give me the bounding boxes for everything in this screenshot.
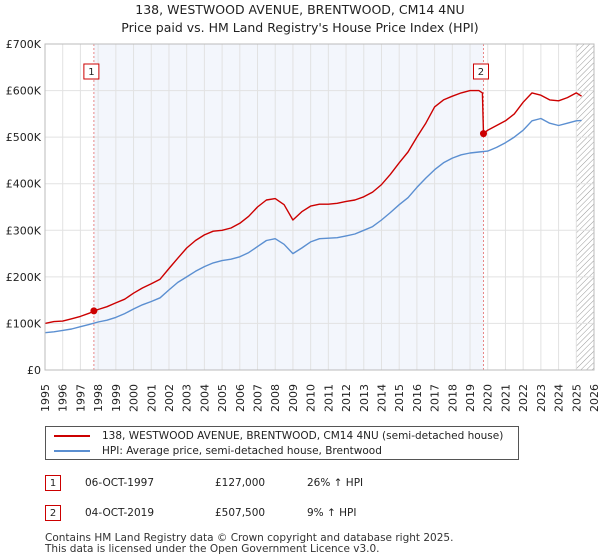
x-tick-label: 1995 [39, 384, 52, 412]
sale-period-shade [93, 44, 484, 370]
price-chart: £0 £100K £200K £300K £400K £500K £600K £700K 199… [6, 38, 600, 412]
property-price-line [44, 89, 582, 325]
x-tick-label: 2026 [588, 384, 600, 412]
x-tick-label: 2024 [553, 384, 566, 412]
x-tick-label: 2001 [145, 384, 158, 412]
forecast-hatch [576, 44, 594, 370]
x-tick-label: 2022 [517, 384, 530, 412]
x-tick-label: 2016 [411, 384, 424, 412]
x-tick-label: 2002 [163, 384, 176, 412]
sale-label-text-1: 1 [88, 67, 94, 78]
sale-row-1: 1 06-OCT-1997 £127,000 26% ↑ HPI [45, 475, 545, 493]
y-tick-label: £200K [6, 271, 42, 284]
x-tick-label: 1996 [57, 384, 70, 412]
x-tick-label: 2004 [198, 384, 211, 412]
plot-border [44, 43, 595, 371]
sale-number-badge: 1 [45, 475, 61, 491]
sale-number-badge: 2 [45, 505, 61, 521]
x-tick-label: 2003 [181, 384, 194, 412]
y-tick-label: £500K [6, 131, 42, 144]
y-tick-label: £400K [6, 178, 42, 191]
x-tick-label: 2017 [429, 384, 442, 412]
hpi-line [44, 117, 582, 334]
y-tick-label: £600K [6, 85, 42, 98]
x-tick-label: 1999 [110, 384, 123, 412]
x-tick-label: 2012 [340, 384, 353, 412]
x-tick-label: 2000 [128, 384, 141, 412]
footer-copyright: Contains HM Land Registry data © Crown c… [45, 532, 454, 544]
x-tick-label: 2020 [482, 384, 495, 412]
x-tick-label: 2006 [234, 384, 247, 412]
legend-swatch-hpi [54, 450, 90, 452]
sale-price: £507,500 [215, 507, 266, 519]
chart-title: 138, WESTWOOD AVENUE, BRENTWOOD, CM14 4N… [135, 2, 465, 17]
legend-item-property: 138, WESTWOOD AVENUE, BRENTWOOD, CM14 4N… [54, 428, 503, 444]
sale-label-box-1 [83, 63, 100, 80]
x-tick-label: 2010 [305, 384, 318, 412]
x-tick-label: 2007 [252, 384, 265, 412]
y-tick-label: £100K [6, 317, 42, 330]
x-tick-label: 2019 [464, 384, 477, 412]
sale-date: 06-OCT-1997 [85, 477, 154, 489]
x-tick-label: 2023 [535, 384, 548, 412]
x-tick-label: 2009 [287, 384, 300, 412]
sale-label-box-2 [472, 63, 489, 80]
x-tick-label: 1997 [74, 384, 87, 412]
x-tick-label: 2013 [358, 384, 371, 412]
footer-licence: This data is licensed under the Open Gov… [45, 543, 380, 555]
legend-swatch-property [54, 435, 90, 437]
x-tick-label: 2011 [322, 384, 335, 412]
x-tick-label: 1998 [92, 384, 105, 412]
sale-point-1 [90, 307, 98, 315]
x-tick-label: 2015 [393, 384, 406, 412]
legend-label-hpi: HPI: Average price, semi-detached house,… [102, 445, 382, 457]
y-tick-label: £700K [6, 38, 42, 51]
legend-item-hpi: HPI: Average price, semi-detached house,… [54, 443, 382, 459]
plot-area [45, 44, 594, 370]
x-tick-label: 2014 [375, 384, 388, 412]
sale-price: £127,000 [215, 477, 266, 489]
sale-hpi-change: 26% ↑ HPI [307, 477, 364, 489]
y-tick-label: £300K [6, 224, 42, 237]
sale-date: 04-OCT-2019 [85, 507, 154, 519]
x-tick-label: 2018 [446, 384, 459, 412]
chart-subtitle: Price paid vs. HM Land Registry's House … [121, 20, 479, 35]
x-tick-label: 2008 [269, 384, 282, 412]
x-tick-label: 2005 [216, 384, 229, 412]
x-tick-label: 2025 [570, 384, 583, 412]
y-tick-label: £0 [27, 364, 41, 377]
sale-label-text-2: 2 [478, 67, 484, 78]
chart-legend: 138, WESTWOOD AVENUE, BRENTWOOD, CM14 4N… [45, 426, 519, 460]
sale-row-2: 2 04-OCT-2019 £507,500 9% ↑ HPI [45, 505, 545, 523]
sale-point-2 [479, 130, 487, 138]
x-tick-label: 2021 [499, 384, 512, 412]
legend-label-property: 138, WESTWOOD AVENUE, BRENTWOOD, CM14 4N… [102, 430, 504, 442]
sale-hpi-change: 9% ↑ HPI [307, 507, 357, 519]
